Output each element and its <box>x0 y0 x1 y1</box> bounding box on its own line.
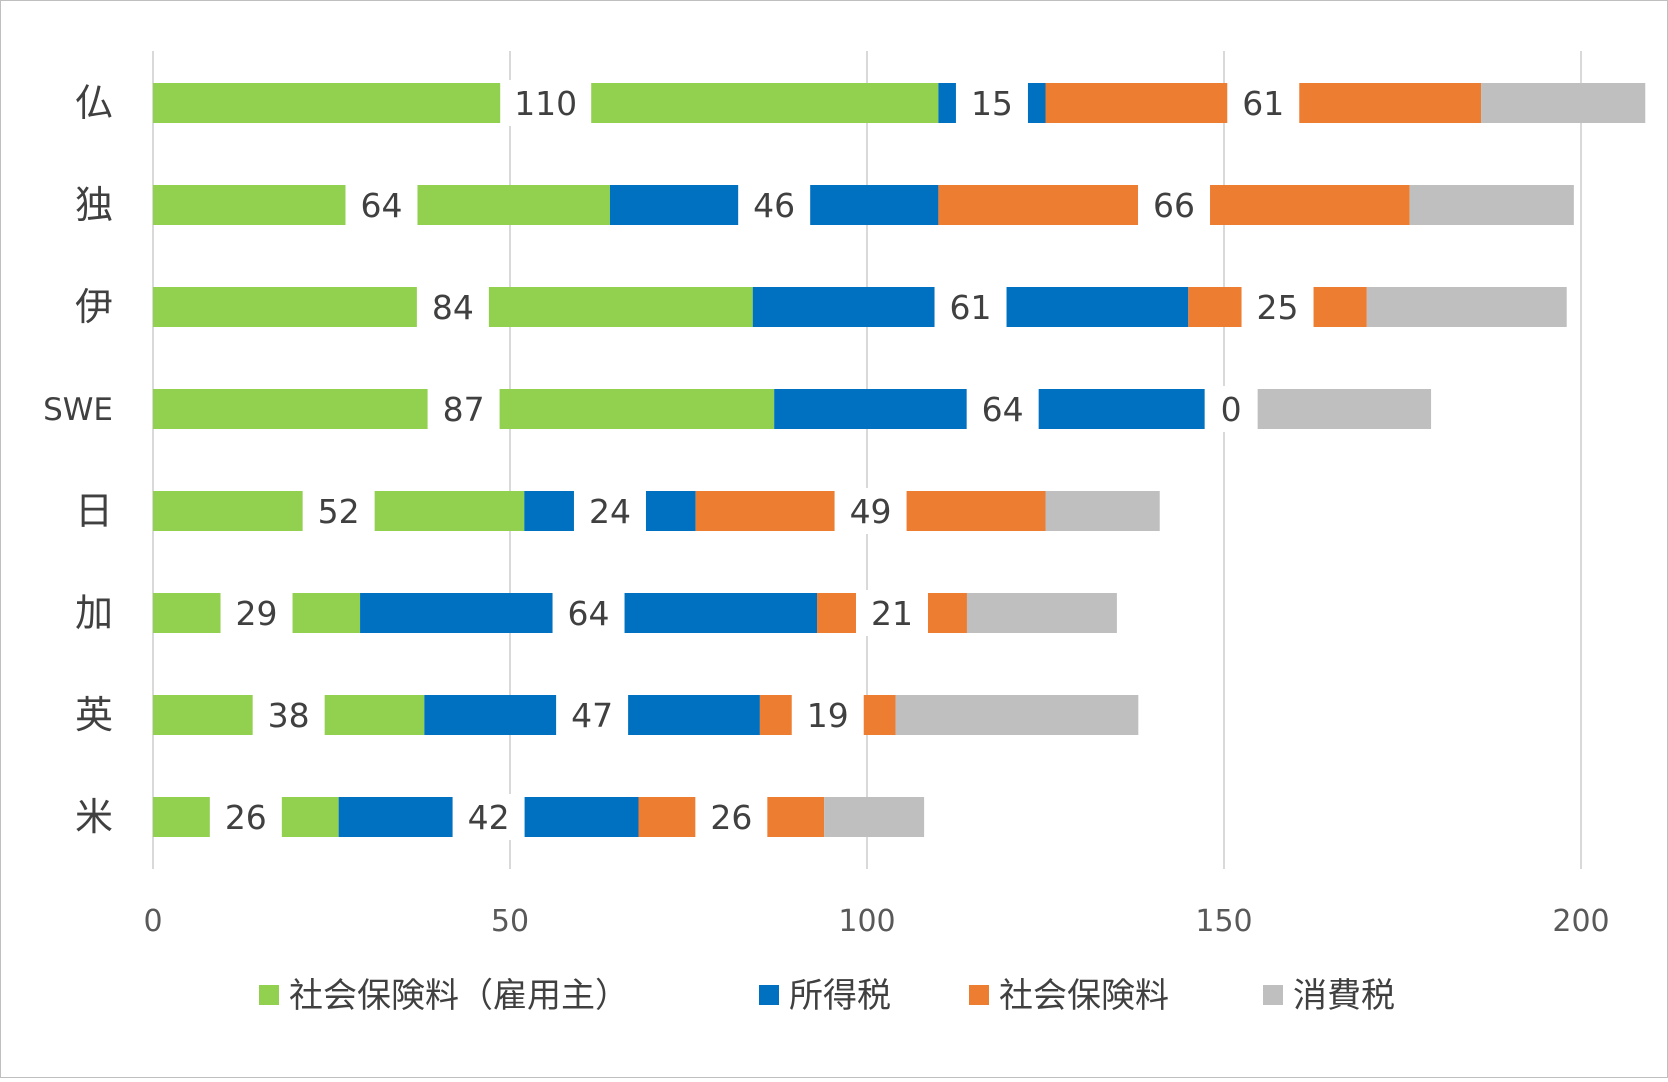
category-label: 米 <box>75 795 113 839</box>
data-label-background <box>209 794 282 840</box>
data-label: 21 <box>871 594 913 633</box>
data-label-background <box>966 386 1039 432</box>
data-label: 38 <box>268 696 310 735</box>
data-label-background <box>1204 386 1258 432</box>
legend-item: 消費税 <box>1263 976 1395 1016</box>
x-axis-tick-labels: 0 50 100 150 200 <box>143 904 1609 939</box>
data-label: 26 <box>225 798 267 837</box>
legend-item: 社会保険料 <box>969 976 1169 1016</box>
data-label-background <box>791 692 864 738</box>
bar-segment <box>824 797 925 837</box>
bar-segment <box>1409 185 1574 225</box>
data-label: 87 <box>443 390 485 429</box>
data-label-background <box>1138 182 1211 228</box>
data-label-background <box>220 590 293 636</box>
legend-label: 社会保険料 <box>999 976 1169 1016</box>
data-label-background <box>500 80 592 126</box>
data-label: 61 <box>1242 84 1284 123</box>
data-label: 25 <box>1257 288 1299 327</box>
data-label: 29 <box>236 594 278 633</box>
bar-segment <box>966 593 1117 633</box>
data-label-background <box>695 794 768 840</box>
data-label: 52 <box>318 492 360 531</box>
data-label-background <box>855 590 928 636</box>
x-tick-label: 50 <box>491 904 529 939</box>
data-label: 61 <box>950 288 992 327</box>
category-label: 伊 <box>75 285 113 329</box>
data-label: 47 <box>571 696 613 735</box>
legend-label: 消費税 <box>1293 976 1395 1016</box>
legend-swatch <box>969 985 989 1005</box>
data-label-background <box>955 80 1028 126</box>
category-label: 独 <box>75 183 113 227</box>
data-labels: 110 15 61 64 46 66 84 61 25 87 64 0 52 24 49 29 64 21 38 47… <box>209 80 1314 840</box>
category-label: SWE <box>43 392 113 428</box>
data-label-background <box>1241 284 1314 330</box>
legend-swatch <box>1263 985 1283 1005</box>
category-label: 日 <box>75 489 113 533</box>
data-label-background <box>345 182 418 228</box>
category-label: 英 <box>75 693 113 737</box>
data-label: 15 <box>971 84 1013 123</box>
data-label-background <box>573 488 646 534</box>
bar-segment <box>895 695 1139 735</box>
x-tick-label: 200 <box>1552 904 1609 939</box>
category-label: 加 <box>75 591 113 635</box>
legend-item: 所得税 <box>759 976 891 1016</box>
data-label: 26 <box>710 798 752 837</box>
x-tick-label: 150 <box>1195 904 1252 939</box>
gridlines <box>152 51 1582 869</box>
legend-label: 社会保険料（雇用主） <box>289 976 629 1016</box>
data-label: 24 <box>589 492 631 531</box>
data-label-background <box>556 692 629 738</box>
bar-segment <box>1231 389 1432 429</box>
data-label-background <box>834 488 907 534</box>
x-tick-label: 100 <box>838 904 895 939</box>
data-label-background <box>252 692 325 738</box>
data-label: 19 <box>807 696 849 735</box>
data-label: 0 <box>1221 390 1242 429</box>
data-label-background <box>934 284 1007 330</box>
data-label: 66 <box>1153 186 1195 225</box>
x-tick-label: 0 <box>143 904 162 939</box>
legend-swatch <box>259 985 279 1005</box>
data-label-background <box>452 794 525 840</box>
legend-item: 社会保険料（雇用主） <box>259 976 629 1016</box>
legend-swatch <box>759 985 779 1005</box>
category-label: 仏 <box>75 81 113 125</box>
data-label: 46 <box>753 186 795 225</box>
data-label-background <box>427 386 500 432</box>
data-label: 64 <box>982 390 1024 429</box>
data-label-background <box>416 284 489 330</box>
data-label: 49 <box>850 492 892 531</box>
data-label: 42 <box>468 798 510 837</box>
data-label-background <box>552 590 625 636</box>
data-label: 64 <box>568 594 610 633</box>
bar-segment <box>1481 83 1646 123</box>
data-label: 64 <box>360 186 402 225</box>
data-label-background <box>302 488 375 534</box>
data-label: 110 <box>514 84 577 123</box>
data-label-background <box>1227 80 1300 126</box>
bar-segment <box>1366 287 1567 327</box>
data-label-background <box>738 182 811 228</box>
data-label: 84 <box>432 288 474 327</box>
legend-label: 所得税 <box>789 976 891 1016</box>
legend: 社会保険料（雇用主） 所得税 社会保険料 消費税 <box>259 976 1395 1016</box>
bar-segment <box>1045 491 1160 531</box>
